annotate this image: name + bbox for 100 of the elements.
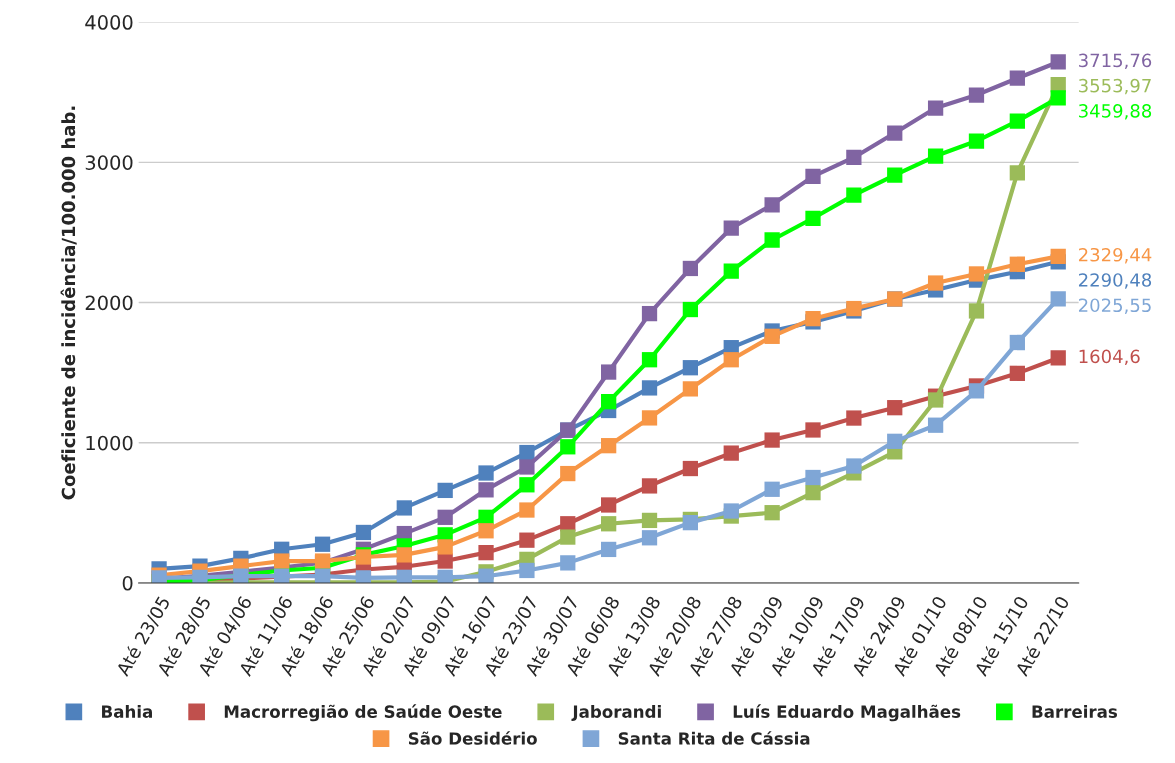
point [437,539,453,555]
point [723,445,739,461]
point [682,515,699,531]
point [927,148,944,164]
point [560,529,576,545]
point [519,444,535,461]
data-label: 1604,6 [1079,349,1140,366]
point [601,394,617,410]
point [1050,248,1066,264]
point [519,532,535,548]
point [437,509,453,525]
point [641,530,658,546]
point [846,187,862,203]
point [723,220,739,236]
point [601,497,617,513]
point [519,477,535,493]
point [355,524,372,541]
legend-label: Macrorregião de Saúde Oeste [224,704,502,722]
point [927,392,944,408]
point [641,380,658,396]
point [723,503,739,519]
legend-label: São Desidério [408,731,537,745]
point [1009,334,1025,351]
point [805,469,821,486]
legend-label: Bahia [102,705,152,718]
point [396,569,412,583]
point [764,432,780,448]
point [1050,54,1066,70]
point [682,301,699,318]
point [519,562,535,579]
y-tick-label: 2000 [85,295,133,311]
point [560,465,576,482]
point [396,500,412,516]
point [478,465,494,481]
point [805,422,821,438]
point [478,482,494,498]
point [478,568,494,583]
point [968,133,985,149]
point [968,266,985,282]
point [764,481,780,497]
point [805,485,821,501]
point [846,458,862,474]
data-label: 2329,44 [1078,247,1152,264]
point [437,482,453,499]
point [601,438,617,454]
point [968,383,985,399]
point [601,541,617,558]
point [764,328,780,344]
point [437,569,453,583]
y-tick-label: 4000 [85,15,133,30]
y-tick-label: 1000 [86,435,133,451]
point [478,545,494,561]
point [764,505,780,521]
point [764,197,780,213]
data-label: 2290,48 [1078,273,1152,289]
point [601,516,617,532]
point [723,352,739,368]
point [1009,365,1025,381]
y-axis-title: Coeficiente de incidência/100.000 hab. [60,106,77,500]
point [968,87,985,103]
point [682,381,699,397]
point [723,263,739,279]
point [641,410,658,426]
point [887,433,903,449]
point [641,352,658,368]
legend-label: Barreiras [1032,705,1118,718]
point [846,149,862,166]
point [764,232,780,248]
y-tick-label: 3000 [85,155,133,170]
y-tick-label: 0 [122,575,133,591]
point [887,400,903,416]
point [846,410,862,426]
data-label: 3715,76 [1079,53,1152,70]
point [887,167,903,183]
point [1050,350,1066,366]
point [887,125,903,141]
point [682,460,699,477]
point [1050,90,1066,106]
point [396,547,412,563]
point [601,364,617,380]
legend-label: Luís Eduardo Magalhães [733,704,961,722]
point [927,417,944,433]
point [1009,256,1025,272]
point [274,553,290,569]
point [1050,291,1066,307]
legend-label: Jaborandi [571,705,661,722]
data-label: 2025,55 [1078,298,1151,314]
point [805,168,821,184]
legend-label: Santa Rita de Cássia [618,731,810,745]
point [968,303,985,319]
point [478,523,494,539]
point [560,555,576,571]
point [927,100,944,116]
point [641,305,658,322]
point [641,478,658,494]
point [641,512,658,529]
point [1009,113,1025,129]
point [1009,70,1025,86]
point [682,260,699,277]
point [355,570,372,583]
